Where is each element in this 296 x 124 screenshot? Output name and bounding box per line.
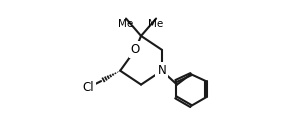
- Text: Me: Me: [118, 19, 133, 29]
- Text: Me: Me: [149, 19, 164, 29]
- Text: O: O: [131, 43, 140, 56]
- Text: N: N: [157, 64, 166, 77]
- Text: Cl: Cl: [83, 81, 94, 94]
